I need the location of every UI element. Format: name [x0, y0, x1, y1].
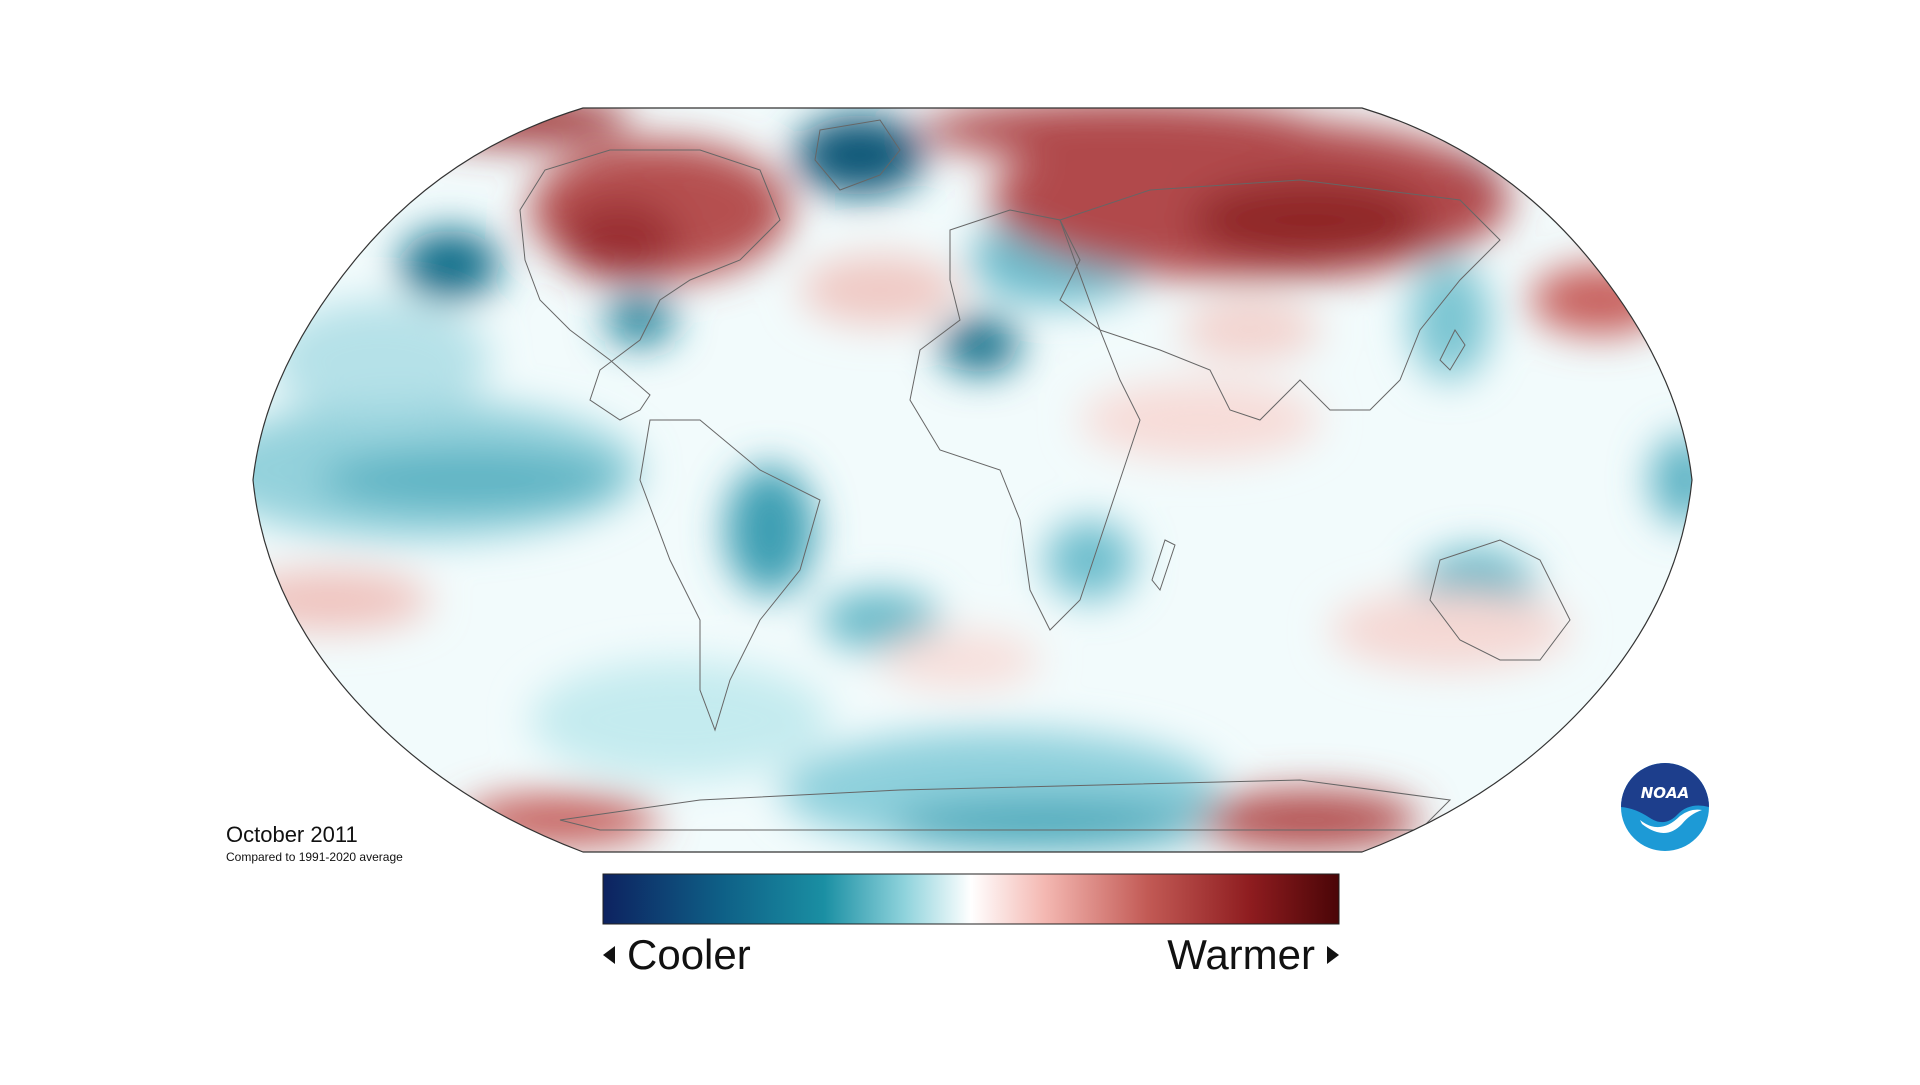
- legend-cooler-label: Cooler: [627, 931, 751, 978]
- map-border: [252, 107, 1693, 853]
- coastlines: [519, 119, 1571, 831]
- anomaly-blobs: [253, 108, 1692, 850]
- triangle-left-icon: [603, 945, 615, 964]
- legend-cooler: Cooler: [603, 930, 751, 980]
- triangle-right-icon: [1327, 945, 1339, 964]
- legend-warmer: Warmer: [1167, 930, 1339, 980]
- noaa-logo-icon: NOAA: [1621, 763, 1709, 851]
- colorbar: [602, 873, 1340, 925]
- legend-warmer-label: Warmer: [1167, 931, 1315, 978]
- map-caption: October 2011 Compared to 1991-2020 avera…: [226, 822, 403, 865]
- map-subtitle: Compared to 1991-2020 average: [226, 850, 403, 864]
- anomaly-field: [253, 108, 1692, 852]
- map-title: October 2011: [226, 822, 358, 847]
- logo-text: NOAA: [1641, 784, 1690, 802]
